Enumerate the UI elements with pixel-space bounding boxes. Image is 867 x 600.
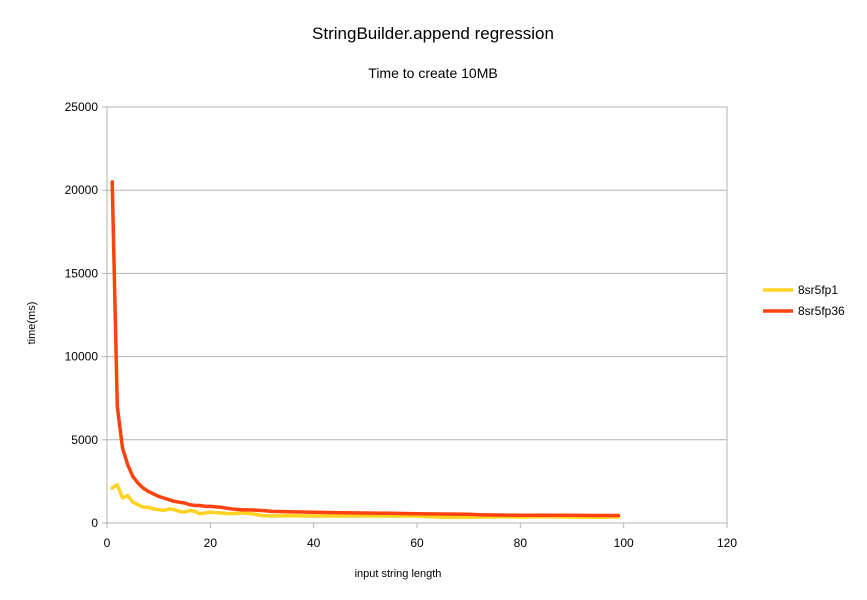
gridlines [107, 189, 727, 441]
x-tick-label: 80 [514, 536, 528, 550]
x-axis-ticks: 0 20 40 60 80 100 120 [104, 523, 737, 550]
chart-title: StringBuilder.append regression [312, 24, 554, 43]
x-tick-label: 0 [104, 536, 111, 550]
y-axis-ticks: 0 5000 10000 15000 20000 25000 [65, 100, 107, 530]
x-tick-label: 20 [204, 536, 218, 550]
y-tick-label: 10000 [65, 350, 99, 364]
legend-label-8sr5fp36: 8sr5fp36 [798, 304, 845, 318]
y-tick-label: 15000 [65, 266, 99, 280]
series-lines [110, 180, 621, 519]
x-tick-label: 100 [614, 536, 634, 550]
y-axis-label: time(ms) [26, 302, 38, 345]
x-tick-label: 120 [717, 536, 737, 550]
series-line-8sr5fp1 [110, 482, 621, 519]
y-tick-label: 25000 [65, 100, 99, 114]
y-tick-label: 20000 [65, 183, 99, 197]
y-tick-label: 5000 [71, 433, 98, 447]
x-axis-label: input string length [355, 568, 442, 580]
chart-subtitle: Time to create 10MB [368, 65, 497, 81]
legend: 8sr5fp1 8sr5fp36 [763, 283, 845, 318]
series-line-8sr5fp36 [110, 180, 621, 518]
x-tick-label: 60 [410, 536, 424, 550]
x-tick-label: 40 [307, 536, 321, 550]
legend-label-8sr5fp1: 8sr5fp1 [798, 283, 838, 297]
plot-area [106, 106, 728, 524]
y-tick-label: 0 [91, 516, 98, 530]
